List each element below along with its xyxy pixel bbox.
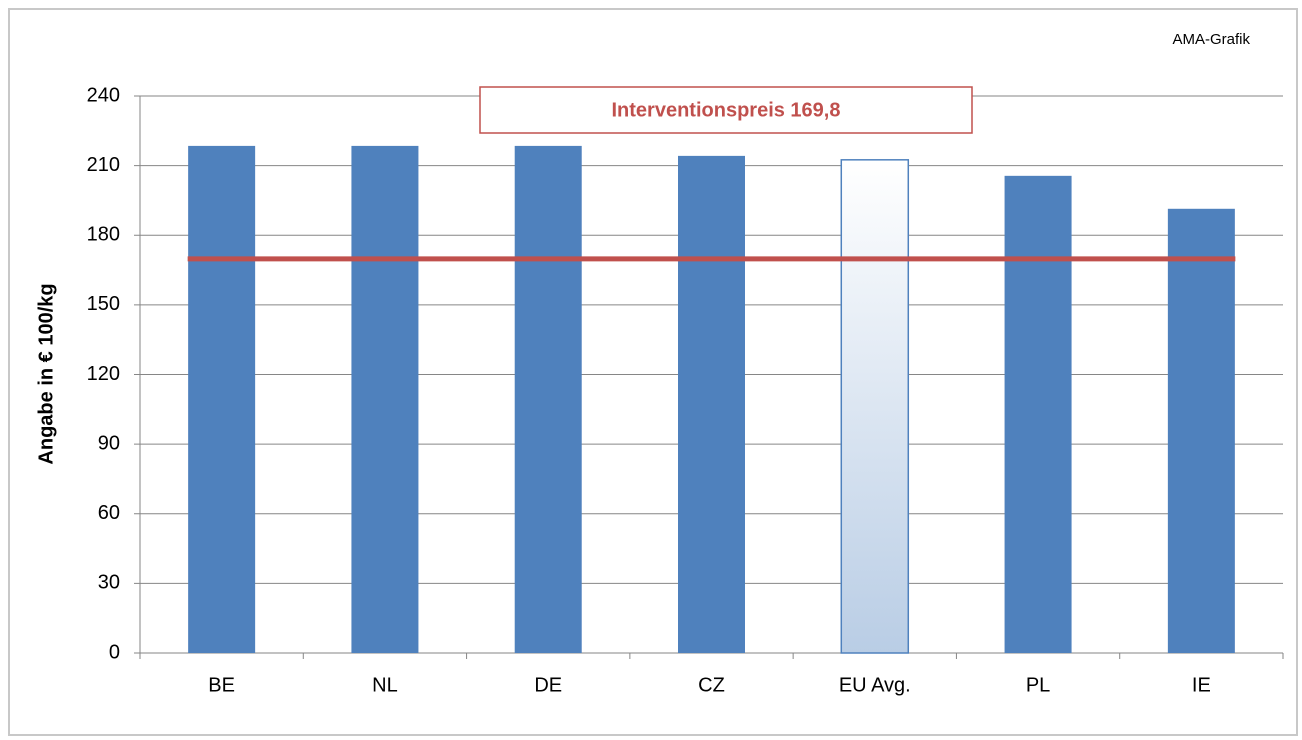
bar — [1004, 175, 1072, 653]
x-tick-label: BE — [208, 674, 235, 696]
source-note: AMA-Grafik — [1172, 31, 1250, 48]
y-tick-label: 60 — [98, 502, 120, 524]
x-tick-label: EU Avg. — [839, 674, 911, 696]
x-tick-label: NL — [372, 674, 398, 696]
y-tick-label: 30 — [98, 572, 120, 594]
y-tick-label: 240 — [87, 84, 120, 106]
bar — [678, 155, 745, 653]
y-tick-label: 90 — [98, 432, 120, 454]
bar — [188, 145, 256, 653]
y-axis-title: Angabe in € 100/kg — [35, 283, 57, 464]
x-tick-label: PL — [1026, 674, 1050, 696]
y-tick-label: 180 — [87, 224, 120, 246]
bar — [351, 145, 419, 653]
bar — [840, 159, 910, 654]
x-tick-label: CZ — [698, 674, 725, 696]
y-tick-label: 0 — [109, 641, 120, 663]
y-tick-label: 210 — [87, 154, 120, 176]
annotation-label: Interventionspreis 169,8 — [612, 99, 841, 121]
bar — [1167, 208, 1235, 654]
x-tick-label: DE — [534, 674, 562, 696]
y-tick-label: 150 — [87, 293, 120, 315]
y-tick-label: 120 — [87, 363, 120, 385]
x-tick-label: IE — [1192, 674, 1211, 696]
bar — [514, 145, 582, 653]
annotation-box — [479, 86, 973, 134]
